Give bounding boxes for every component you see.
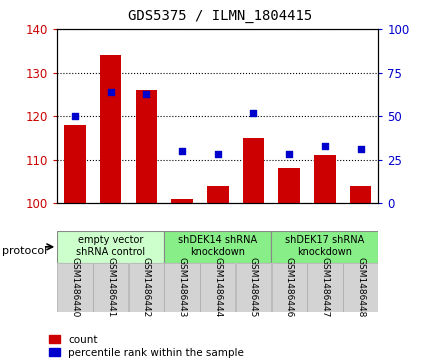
Text: empty vector
shRNA control: empty vector shRNA control (76, 235, 145, 257)
Text: GSM1486447: GSM1486447 (320, 257, 330, 317)
Text: shDEK14 shRNA
knockdown: shDEK14 shRNA knockdown (178, 235, 257, 257)
FancyBboxPatch shape (129, 263, 164, 312)
FancyBboxPatch shape (200, 263, 235, 312)
Text: GSM1486445: GSM1486445 (249, 257, 258, 317)
Bar (314, 155, 336, 203)
Text: GSM1486442: GSM1486442 (142, 257, 151, 317)
FancyBboxPatch shape (271, 263, 307, 312)
Bar (64, 125, 86, 203)
FancyBboxPatch shape (57, 263, 93, 312)
Bar (350, 186, 371, 203)
Text: GDS5375 / ILMN_1804415: GDS5375 / ILMN_1804415 (128, 9, 312, 23)
Point (72, 113, 79, 119)
Bar (279, 168, 300, 203)
Point (179, 148, 186, 154)
FancyBboxPatch shape (343, 263, 378, 312)
Point (286, 152, 293, 158)
FancyBboxPatch shape (307, 263, 342, 312)
Point (250, 110, 257, 115)
Bar (100, 55, 121, 203)
Point (214, 152, 221, 158)
Text: GSM1486441: GSM1486441 (106, 257, 115, 317)
FancyBboxPatch shape (271, 231, 378, 262)
FancyBboxPatch shape (57, 231, 164, 262)
FancyBboxPatch shape (164, 231, 271, 262)
Bar (207, 186, 228, 203)
Text: protocol: protocol (2, 246, 48, 256)
Text: GSM1486444: GSM1486444 (213, 257, 222, 317)
Point (143, 91, 150, 97)
Bar (243, 138, 264, 203)
Bar (136, 90, 157, 203)
Point (357, 146, 364, 152)
FancyBboxPatch shape (165, 263, 200, 312)
Text: GSM1486448: GSM1486448 (356, 257, 365, 317)
Text: GSM1486446: GSM1486446 (285, 257, 293, 317)
Text: GSM1486443: GSM1486443 (178, 257, 187, 317)
Legend: count, percentile rank within the sample: count, percentile rank within the sample (49, 335, 244, 358)
FancyBboxPatch shape (93, 263, 128, 312)
Text: shDEK17 shRNA
knockdown: shDEK17 shRNA knockdown (285, 235, 364, 257)
Point (321, 143, 328, 149)
FancyBboxPatch shape (236, 263, 271, 312)
Point (107, 89, 114, 95)
Bar (172, 199, 193, 203)
Text: GSM1486440: GSM1486440 (70, 257, 80, 317)
